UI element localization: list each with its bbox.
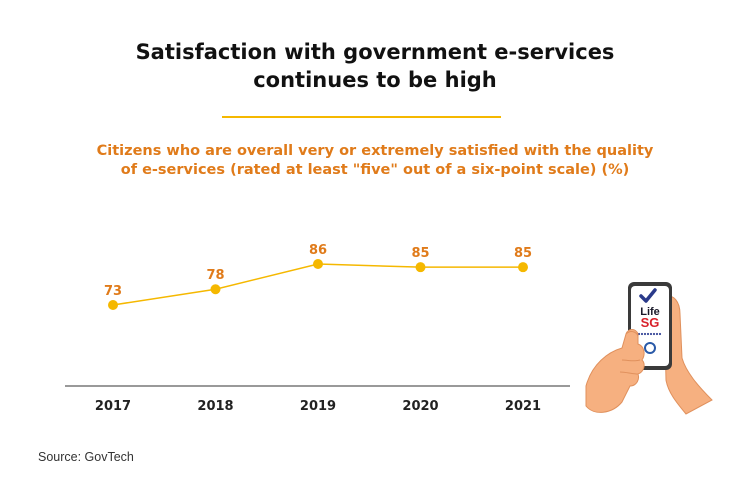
x-tick-label: 2017 [95, 399, 131, 414]
subtitle-line-2: of e-services (rated at least "five" out… [120, 162, 630, 178]
title-divider [222, 116, 501, 118]
x-tick-label: 2019 [300, 399, 336, 414]
data-label: 73 [104, 284, 122, 299]
data-label: 85 [514, 246, 532, 261]
data-label: 78 [206, 268, 224, 283]
data-point [415, 262, 426, 273]
data-point [518, 262, 528, 273]
x-tick-label: 2018 [197, 399, 233, 414]
check-icon [639, 288, 657, 303]
data-label: 86 [309, 243, 327, 258]
x-tick-label: 2021 [505, 399, 541, 414]
chart-subtitle: Citizens who are overall very or extreme… [60, 142, 690, 180]
title-line-2: continues to be high [253, 68, 497, 92]
data-label: 85 [411, 246, 429, 261]
data-point [313, 259, 323, 269]
x-tick-label: 2020 [402, 399, 438, 414]
phone-illustration: Life SG [582, 268, 722, 418]
page-title: Satisfaction with government e-services … [0, 38, 750, 94]
subtitle-line-1: Citizens who are overall very or extreme… [96, 143, 654, 159]
login-icon [644, 342, 656, 354]
app-brand-line2: SG [641, 315, 660, 330]
app-brand-line1: Life [640, 306, 660, 318]
series-line [112, 263, 523, 306]
source-note: Source: GovTech [38, 450, 134, 464]
title-line-1: Satisfaction with government e-services [135, 40, 615, 64]
data-point [210, 284, 221, 295]
data-point [108, 300, 118, 310]
